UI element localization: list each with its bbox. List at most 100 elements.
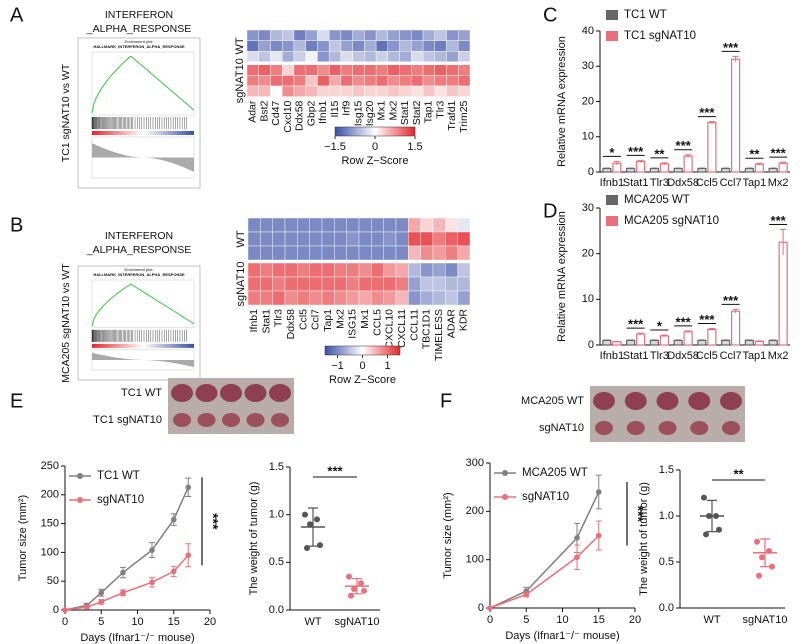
gsea-plot-subtitle: HALLMARK_INTERFERON_ALPHA_RESPONSE bbox=[93, 44, 185, 49]
heatmap-cell bbox=[352, 85, 365, 97]
column-label: Trim25 bbox=[458, 100, 470, 132]
heatmap-cell bbox=[383, 245, 397, 261]
heatmap-cell bbox=[375, 40, 389, 52]
tumor bbox=[688, 392, 711, 410]
error-bar bbox=[613, 340, 620, 343]
point bbox=[149, 547, 155, 553]
heatmap-cell bbox=[309, 262, 323, 278]
y-tick-label: 200 bbox=[466, 505, 484, 517]
significance-label: *** bbox=[676, 314, 692, 329]
heatmap-cell bbox=[247, 217, 261, 233]
heatmap-cell bbox=[408, 245, 421, 261]
error-bar bbox=[675, 339, 682, 341]
bar bbox=[721, 167, 731, 173]
heatmap-cell bbox=[383, 262, 397, 278]
gsea-plot-title: Enrichment plot: bbox=[125, 267, 154, 272]
heatmap-cell bbox=[305, 29, 318, 41]
colorbar-tick-label: 1 bbox=[384, 360, 390, 372]
heatmap-cell bbox=[282, 40, 295, 52]
tumor bbox=[195, 384, 218, 402]
heatmap-cell bbox=[284, 245, 298, 261]
heatmap-cell bbox=[334, 245, 347, 261]
x-tick-label: Tlr3 bbox=[650, 177, 669, 189]
heatmap-cell bbox=[328, 29, 342, 41]
x-tick-label: Ifnb1 bbox=[600, 350, 624, 362]
error-bar bbox=[756, 162, 763, 166]
heatmap-cell bbox=[399, 75, 412, 87]
significance-label: *** bbox=[771, 146, 787, 161]
column-label: Stat1 bbox=[399, 100, 411, 125]
photo-label: TC1 WT bbox=[121, 387, 162, 399]
gsea-rank-area bbox=[92, 143, 194, 172]
y-tick-label: 0 bbox=[478, 602, 484, 614]
heatmap-cell bbox=[305, 51, 318, 63]
heatmap-cell bbox=[282, 64, 295, 76]
tumor bbox=[626, 421, 645, 435]
legend-marker bbox=[77, 473, 83, 479]
heatmap-cell bbox=[321, 262, 335, 278]
heatmap-cell bbox=[272, 217, 286, 233]
heatmap-cell bbox=[408, 217, 421, 233]
heatmap-cell bbox=[270, 75, 283, 87]
x-tick-label: WT bbox=[703, 614, 720, 626]
heatmap-cell bbox=[247, 231, 261, 247]
error-bar bbox=[661, 334, 668, 337]
x-tick-label: 15 bbox=[593, 614, 605, 626]
gsea-curve-box bbox=[91, 51, 195, 116]
panel-label: C bbox=[543, 4, 557, 26]
heatmap-cell bbox=[340, 51, 353, 63]
heatmap-cell bbox=[284, 217, 298, 233]
heatmap-cell bbox=[317, 85, 330, 97]
photo-label: MCA205 WT bbox=[521, 395, 584, 407]
y-tick-label: 100 bbox=[41, 546, 59, 558]
gsea-title: _ALPHA_RESPONSE bbox=[86, 23, 191, 35]
tumor bbox=[595, 421, 613, 435]
heatmap-cell bbox=[270, 85, 283, 97]
significance-label: * bbox=[609, 145, 615, 160]
row-label: WT bbox=[235, 230, 247, 247]
bar bbox=[778, 162, 788, 173]
column-label: Ifnb1 bbox=[248, 309, 260, 333]
heatmap-cell bbox=[387, 40, 400, 52]
bar bbox=[744, 167, 754, 173]
y-tick-label: 10 bbox=[582, 293, 594, 305]
error-bar bbox=[603, 339, 610, 341]
heatmap-cell bbox=[387, 75, 400, 87]
heatmap-cell bbox=[375, 64, 389, 76]
heatmap-cell bbox=[246, 85, 259, 97]
point bbox=[185, 552, 192, 559]
column-label: CCL11 bbox=[408, 309, 420, 341]
point bbox=[98, 599, 105, 605]
heatmap-cell bbox=[340, 29, 353, 41]
column-label: Stat2 bbox=[411, 100, 423, 125]
significance-label: *** bbox=[628, 317, 644, 332]
gsea-rank-bar bbox=[92, 343, 194, 348]
x-tick-label: Stat1 bbox=[623, 350, 649, 362]
heatmap-cell bbox=[247, 290, 261, 306]
y-axis-label: The weight of tumor (g) bbox=[638, 482, 650, 596]
x-axis-label: Days (Ifnar1⁻/⁻ mouse) bbox=[80, 632, 194, 644]
x-tick-label: Ccl5 bbox=[696, 350, 718, 362]
heatmap-cell bbox=[395, 290, 409, 306]
heatmap-cell bbox=[282, 85, 295, 97]
tumor bbox=[173, 413, 191, 427]
heatmap-cell bbox=[458, 85, 471, 97]
heatmap-cell bbox=[246, 75, 259, 87]
error-bar bbox=[308, 507, 318, 547]
column-label: Tlr3 bbox=[434, 100, 446, 118]
heatmap-cell bbox=[270, 29, 283, 41]
bar bbox=[602, 339, 612, 346]
column-label: Stat1 bbox=[260, 309, 272, 334]
significance-label: ** bbox=[733, 466, 744, 481]
heatmap-cell bbox=[305, 85, 318, 97]
bar bbox=[721, 339, 731, 346]
heatmap-cell bbox=[408, 276, 421, 292]
heatmap-cell bbox=[334, 290, 347, 306]
y-axis-label: Relative mRNA expression bbox=[556, 211, 568, 342]
legend-swatch bbox=[606, 10, 618, 20]
column-label: Mx1 bbox=[376, 100, 388, 120]
y-tick-label: 150 bbox=[41, 518, 59, 530]
heatmap-cell bbox=[445, 217, 458, 233]
significance-label: *** bbox=[771, 213, 787, 228]
heatmap-cell bbox=[422, 29, 435, 41]
